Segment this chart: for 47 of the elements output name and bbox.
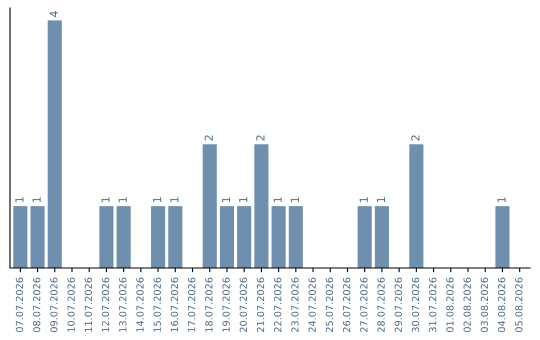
data-label: 1 (15, 197, 24, 202)
data-label: 1 (101, 197, 110, 202)
x-tick-label: 09.07.2026 (50, 278, 58, 332)
x-tick-label: 24.07.2026 (308, 278, 316, 332)
data-label: 2 (204, 135, 213, 141)
data-label: 1 (274, 197, 282, 202)
x-tick-label: 05.08.2026 (515, 278, 522, 332)
x-tick-label: 19.07.2026 (222, 278, 230, 332)
x-tick-label: 01.08.2026 (446, 278, 454, 332)
x-tick-label: 27.07.2026 (360, 278, 368, 332)
x-tick-label: 08.07.2026 (33, 278, 40, 332)
data-label: 1 (376, 197, 385, 202)
x-tick-label: 14.07.2026 (136, 278, 144, 332)
x-tick-label: 18.07.2026 (205, 278, 213, 332)
data-label: 4 (50, 11, 58, 18)
x-tick-label: 28.07.2026 (377, 278, 385, 332)
x-tick-label: 22.07.2026 (274, 278, 282, 332)
x-tick-label: 23.07.2026 (291, 278, 299, 332)
x-tick-label: 10.07.2026 (67, 278, 75, 332)
x-tick-label: 16.07.2026 (170, 278, 178, 332)
data-label: 1 (32, 197, 41, 202)
data-label: 1 (497, 197, 506, 202)
data-label: 1 (153, 197, 162, 202)
x-tick-label: 30.07.2026 (412, 278, 420, 332)
x-tick-label: 04.08.2026 (498, 278, 506, 332)
x-tick-label: 26.07.2026 (342, 278, 350, 332)
x-tick-label: 07.07.2026 (16, 278, 24, 332)
x-tick-label: 17.07.2026 (188, 278, 196, 332)
x-tick-label: 31.07.2026 (429, 278, 436, 332)
data-label: 1 (118, 197, 127, 202)
x-tick-label: 11.07.2026 (84, 278, 92, 332)
data-label: 2 (411, 135, 420, 141)
x-tick-label: 21.07.2026 (256, 278, 264, 332)
data-label: 1 (290, 197, 299, 202)
data-label: 1 (360, 197, 368, 202)
x-tick-label: 20.07.2026 (240, 278, 247, 332)
x-tick-label: 02.08.2026 (463, 278, 471, 332)
x-tick-label: 25.07.2026 (326, 278, 334, 332)
data-label: 1 (170, 197, 178, 202)
data-label: 1 (222, 197, 230, 202)
x-tick-label: 13.07.2026 (119, 278, 126, 332)
x-tick-label: 15.07.2026 (154, 278, 161, 332)
data-label: 1 (239, 197, 248, 202)
data-label: 2 (256, 135, 264, 141)
x-tick-label: 12.07.2026 (102, 278, 110, 332)
x-tick-label: 29.07.2026 (394, 278, 402, 332)
x-tick-label: 03.08.2026 (480, 278, 488, 332)
